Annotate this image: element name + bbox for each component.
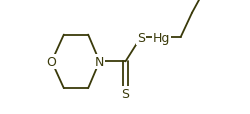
Text: Hg: Hg [152,31,169,44]
Text: O: O [46,55,56,68]
Text: N: N [94,55,104,68]
Text: S: S [121,88,129,100]
Text: S: S [136,31,144,44]
